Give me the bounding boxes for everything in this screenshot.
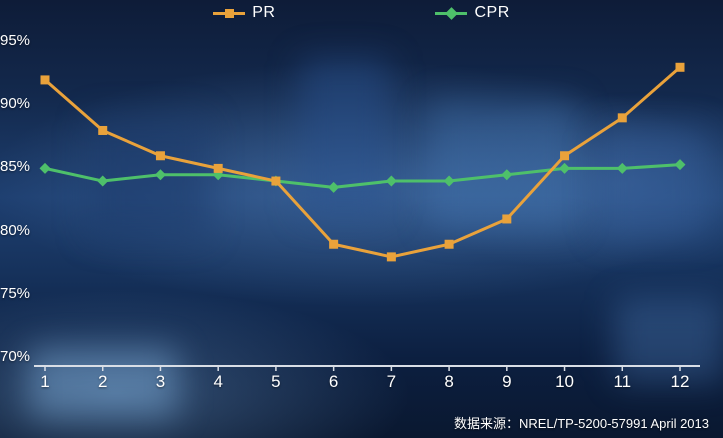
pr-marker <box>155 151 165 161</box>
y-axis-label: 90% <box>0 95 31 113</box>
cpr-marker <box>385 175 397 187</box>
pr-marker <box>98 125 108 135</box>
cpr-marker <box>443 175 455 187</box>
cpr-marker <box>501 169 513 181</box>
cpr-marker <box>39 162 51 174</box>
cpr-line <box>43 163 682 189</box>
background-blur-shape <box>615 298 723 383</box>
x-axis-label: 12 <box>670 372 690 391</box>
pr-series-marker-icon <box>213 5 246 21</box>
cpr-marker <box>97 175 109 187</box>
background-blur-shape <box>428 100 578 230</box>
x-axis-label: 7 <box>386 372 397 391</box>
background-blur-shape <box>88 118 208 238</box>
y-axis-label: 70% <box>0 348 31 365</box>
legend-item-pr[interactable]: PR <box>213 4 275 22</box>
pr-marker <box>502 214 512 224</box>
pr-marker <box>329 239 339 249</box>
pr-marker <box>444 239 454 249</box>
legend: PR CPR <box>0 4 723 22</box>
cpr-marker <box>559 162 571 174</box>
pr-marker <box>271 176 281 186</box>
pr-marker <box>560 151 570 161</box>
pr-marker <box>675 62 685 72</box>
pr-marker <box>213 163 223 173</box>
background-blur-shape <box>28 348 178 418</box>
cpr-marker <box>328 181 340 193</box>
x-axis-label: 3 <box>155 372 166 391</box>
x-axis-label: 2 <box>97 372 108 391</box>
legend-item-cpr[interactable]: CPR <box>435 4 509 22</box>
x-axis-label: 4 <box>213 372 223 391</box>
y-axis-label: 80% <box>0 221 31 239</box>
y-axis-label: 85% <box>0 158 31 176</box>
pr-marker <box>386 252 396 262</box>
cpr-marker <box>154 169 166 181</box>
cpr-marker <box>616 162 628 174</box>
pr-marker <box>617 113 627 123</box>
background-blur-shape <box>598 128 708 238</box>
pr-marker <box>40 75 50 85</box>
y-axis-label: 95% <box>0 32 31 49</box>
x-axis-label: 5 <box>271 372 281 391</box>
x-axis-label: 6 <box>328 372 339 391</box>
cpr-series-marker-icon <box>435 5 468 21</box>
x-axis-label: 11 <box>613 372 632 391</box>
background-blur-shape <box>300 58 390 218</box>
cpr-legend-label: CPR <box>474 4 510 21</box>
x-axis-label: 9 <box>502 372 512 391</box>
y-axis-label: 75% <box>0 284 31 302</box>
data-source-caption: 数据来源：NREL/TP-5200-57991 April 2013 <box>453 416 709 431</box>
x-axis-label: 1 <box>40 372 50 391</box>
cpr-marker <box>674 159 686 171</box>
x-axis-label: 8 <box>444 372 454 391</box>
pr-legend-label: PR <box>252 4 276 21</box>
x-axis-label: 10 <box>555 372 574 391</box>
pr-line <box>43 65 682 259</box>
